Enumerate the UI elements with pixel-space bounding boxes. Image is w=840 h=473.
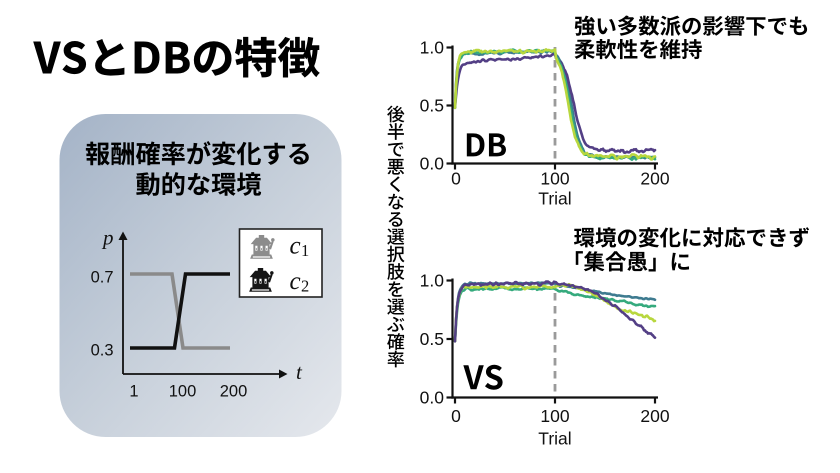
svg-text:2: 2	[301, 277, 309, 296]
svg-text:p: p	[101, 226, 114, 250]
svg-text:0: 0	[451, 406, 461, 426]
svg-text:0: 0	[451, 169, 461, 189]
svg-text:0.3: 0.3	[91, 342, 114, 360]
svg-text:0.0: 0.0	[420, 154, 445, 174]
svg-text:t: t	[296, 360, 303, 384]
svg-text:c: c	[290, 233, 301, 260]
svg-text:0.7: 0.7	[91, 269, 114, 287]
svg-text:200: 200	[640, 406, 669, 426]
svg-text:200: 200	[220, 383, 248, 401]
svg-text:0.5: 0.5	[420, 329, 444, 349]
svg-text:c: c	[290, 268, 301, 295]
svg-text:200: 200	[640, 169, 669, 189]
svg-text:100: 100	[169, 383, 197, 401]
svg-text:Trial: Trial	[538, 429, 571, 449]
svg-text:100: 100	[540, 169, 569, 189]
svg-text:100: 100	[540, 406, 569, 426]
svg-text:1.0: 1.0	[420, 38, 445, 58]
svg-text:1: 1	[129, 383, 138, 401]
svg-text:1.0: 1.0	[420, 271, 445, 291]
svg-text:0.0: 0.0	[420, 388, 445, 408]
svg-text:1: 1	[301, 241, 309, 260]
svg-text:Trial: Trial	[538, 189, 571, 209]
svg-text:0.5: 0.5	[420, 96, 444, 116]
